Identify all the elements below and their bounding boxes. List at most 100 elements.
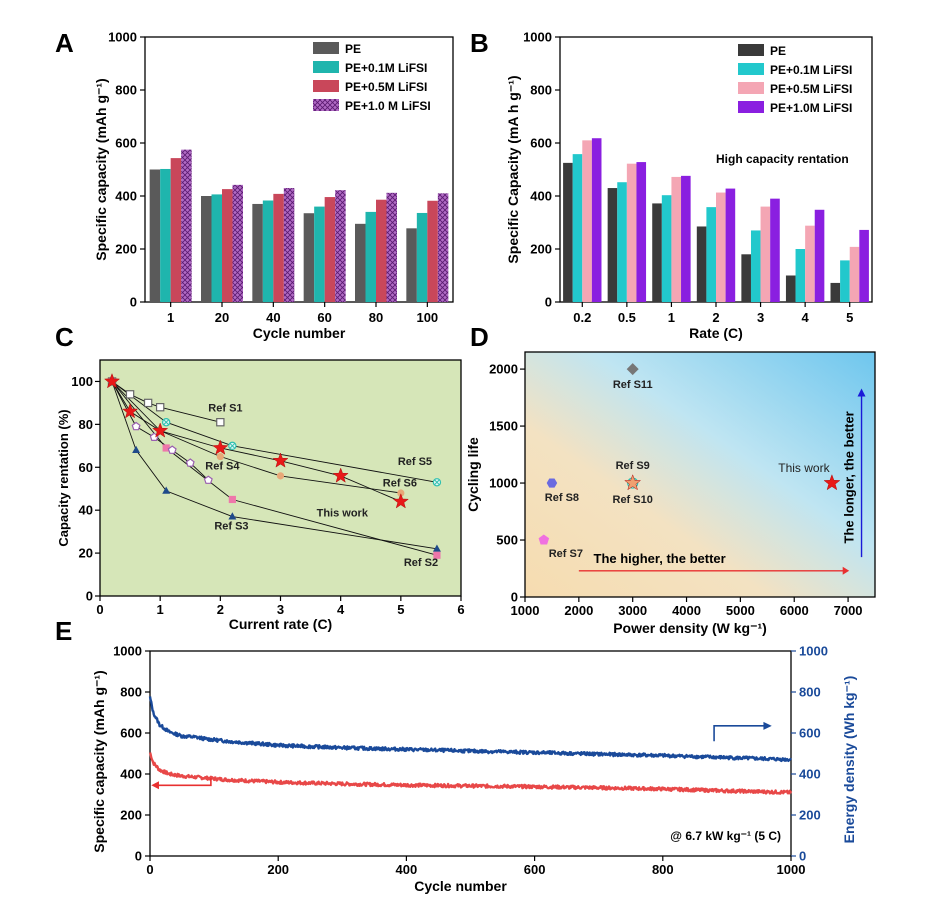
- bar-pe-1-0m-lifsi: [859, 229, 869, 302]
- y2-axis-label: Energy density (Wh kg⁻¹): [841, 676, 857, 844]
- x-tick-label: 100: [416, 310, 438, 325]
- panel-label-b: B: [470, 28, 489, 58]
- bar-pe-0-5m-lifsi: [716, 192, 726, 302]
- y-tick-label: 800: [530, 83, 552, 98]
- y-axis-label: Cycling life: [465, 437, 481, 512]
- panel-a-chart: 0 200 400 600 800 1000 1 20 40 60 80 100 Cycle numbe…: [93, 30, 454, 341]
- bar-pe-0-1m-lifsi: [706, 207, 716, 302]
- bar-pe-0-1m-lifsi: [661, 195, 672, 302]
- series-label-ref-s5: Ref S5: [398, 456, 432, 468]
- y2-tick-label: 0: [799, 849, 806, 864]
- series-label-ref-s3: Ref S3: [214, 520, 248, 532]
- bar-pe-0-5m-lifsi: [427, 200, 438, 302]
- bar-pe-1-0m-lifsi: [591, 138, 602, 302]
- series-line-ref-s5: [111, 381, 437, 483]
- y-axis-label: Specific capacity (mAh g⁻¹): [91, 670, 107, 852]
- legend-label: PE+1.0M LiFSI: [770, 101, 852, 115]
- x-tick-label: 600: [524, 862, 546, 877]
- bar-pe-0-5m-lifsi: [222, 189, 233, 302]
- point-ref-s6: [397, 489, 405, 497]
- y2-tick-label: 600: [799, 726, 821, 741]
- x-tick-label: 7000: [834, 603, 863, 618]
- bar-pe-1-0-m-lifsi: [181, 149, 192, 302]
- bar-pe-0-5m-lifsi: [626, 163, 637, 302]
- point-label-ref-s11: Ref S11: [613, 379, 653, 391]
- bar-pe-1-0-m-lifsi: [232, 184, 243, 302]
- point-ref-s1: [125, 390, 135, 399]
- x-tick-label: 4: [337, 602, 345, 617]
- legend-swatch: [738, 44, 764, 56]
- x-tick-label: 5000: [726, 603, 755, 618]
- y-tick-label: 0: [545, 295, 552, 310]
- bar-pe: [355, 223, 366, 302]
- x-tick-label: 1: [668, 310, 675, 325]
- x-tick-label: 80: [369, 310, 383, 325]
- bar-pe-0-5m-lifsi: [273, 193, 284, 302]
- legend-label: PE+0.1M LiFSI: [345, 61, 427, 75]
- x-tick-label: 1: [167, 310, 174, 325]
- point-ref-s10: [624, 474, 642, 491]
- y-tick-label: 2000: [489, 362, 518, 377]
- series-line-ref-s2: [111, 381, 438, 556]
- y-tick-label: 800: [120, 685, 142, 700]
- y-tick-label: 400: [120, 767, 142, 782]
- x-tick-label: 60: [317, 310, 331, 325]
- point-ref-s5: [228, 441, 237, 451]
- plot-frame: [144, 36, 454, 303]
- bar-pe-0-1m-lifsi: [617, 182, 627, 302]
- panel-label-c: C: [55, 322, 74, 352]
- bar-pe-0-5m-lifsi: [376, 199, 387, 302]
- x-axis-label: Rate (C): [689, 325, 743, 341]
- bar-pe-1-0m-lifsi: [814, 209, 825, 302]
- x-tick-label: 0: [96, 602, 103, 617]
- plot-frame: [524, 351, 876, 598]
- right-axis-arrow-head: [763, 721, 772, 730]
- annotation-higher-better: The higher, the better: [594, 551, 726, 566]
- legend-swatch: [738, 82, 764, 94]
- series-label-ref-s4: Ref S4: [205, 460, 240, 472]
- bar-pe-0-1m-lifsi: [314, 206, 325, 302]
- point-ref-s3: [228, 512, 237, 520]
- rate-annotation: @ 6.7 kW kg⁻¹ (5 C): [670, 829, 781, 843]
- y-tick-label: 1000: [113, 644, 142, 659]
- series-line-specific-capacity: [148, 752, 793, 795]
- panel-label-a: A: [55, 28, 74, 58]
- bar-pe: [696, 226, 707, 302]
- legend-swatch: [313, 42, 339, 54]
- x-tick-label: 40: [266, 310, 280, 325]
- legend-swatch: [738, 101, 764, 113]
- y-tick-label: 0: [130, 295, 137, 310]
- legend-label: PE+0.5M LiFSI: [345, 80, 427, 94]
- legend-label: PE: [770, 44, 786, 58]
- legend-label: PE+0.5M LiFSI: [770, 82, 852, 96]
- x-tick-label: 2: [712, 310, 719, 325]
- point-this-work: [332, 467, 349, 483]
- x-tick-label: 0: [146, 862, 153, 877]
- point-ref-s1: [143, 398, 153, 408]
- bar-pe: [406, 228, 417, 302]
- y-tick-label: 20: [79, 546, 93, 561]
- legend-swatch: [313, 61, 339, 73]
- x-tick-label: 4: [802, 310, 810, 325]
- y-tick-label: 100: [71, 374, 93, 389]
- left-axis-arrow-line: [155, 778, 212, 787]
- point-ref-s4: [167, 445, 177, 454]
- y-tick-label: 1000: [489, 476, 518, 491]
- x-axis-label: Current rate (C): [229, 616, 332, 632]
- series-label-ref-s6: Ref S6: [383, 478, 417, 490]
- x-tick-label: 3: [277, 602, 284, 617]
- y2-tick-label: 400: [799, 767, 821, 782]
- series-label-this-work: This work: [317, 508, 369, 520]
- bar-pe-0-5m-lifsi: [671, 176, 682, 302]
- point-ref-s5-cross: [163, 419, 170, 426]
- x-tick-label: 1000: [511, 603, 540, 618]
- y-tick-label: 1000: [108, 30, 137, 45]
- y-tick-label: 600: [530, 136, 552, 151]
- point-ref-s2: [162, 444, 170, 452]
- x-tick-label: 1: [157, 602, 164, 617]
- bar-pe: [785, 275, 796, 302]
- bar-pe: [652, 203, 662, 302]
- point-ref-s2: [433, 551, 441, 559]
- legend-swatch: [738, 63, 764, 75]
- point-ref-s3: [162, 486, 171, 494]
